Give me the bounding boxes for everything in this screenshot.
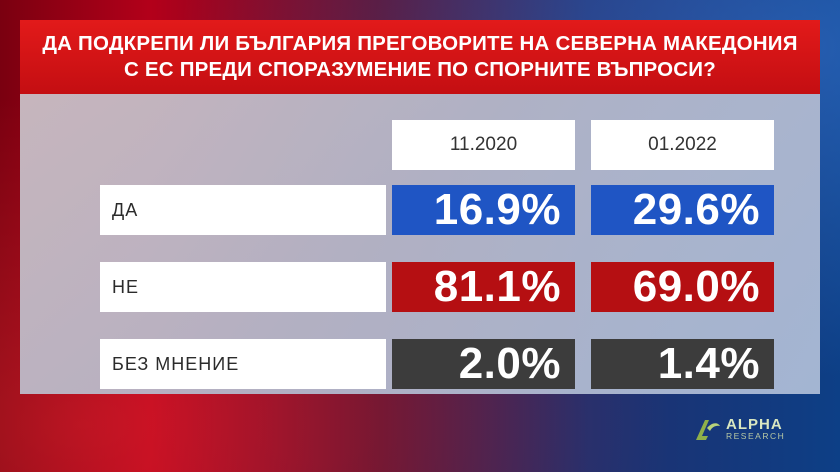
row-label-no-opinion: БЕЗ МНЕНИЕ (100, 339, 386, 389)
value-no-opinion-2020: 2.0% (392, 339, 575, 389)
alpha-logo-icon (696, 420, 720, 440)
question-line-2: С ЕС ПРЕДИ СПОРАЗУМЕНИЕ ПО СПОРНИТЕ ВЪПР… (124, 58, 716, 81)
value-yes-2020: 16.9% (392, 185, 575, 235)
row-label-yes: ДА (100, 185, 386, 235)
value-no-opinion-2022: 1.4% (591, 339, 774, 389)
question-line-1: ДА ПОДКРЕПИ ЛИ БЪЛГАРИЯ ПРЕГОВОРИТЕ НА С… (42, 32, 798, 55)
row-label-no: НЕ (100, 262, 386, 312)
column-header-2020: 11.2020 (392, 120, 575, 170)
value-no-2022: 69.0% (591, 262, 774, 312)
logo-sub-text: RESEARCH (726, 431, 786, 442)
logo-main-text: ALPHA (726, 416, 783, 434)
value-no-2020: 81.1% (392, 262, 575, 312)
value-yes-2022: 29.6% (591, 185, 774, 235)
column-header-2022: 01.2022 (591, 120, 774, 170)
question-header: ДА ПОДКРЕПИ ЛИ БЪЛГАРИЯ ПРЕГОВОРИТЕ НА С… (20, 20, 820, 94)
alpha-research-logo: ALPHA RESEARCH (692, 412, 816, 446)
